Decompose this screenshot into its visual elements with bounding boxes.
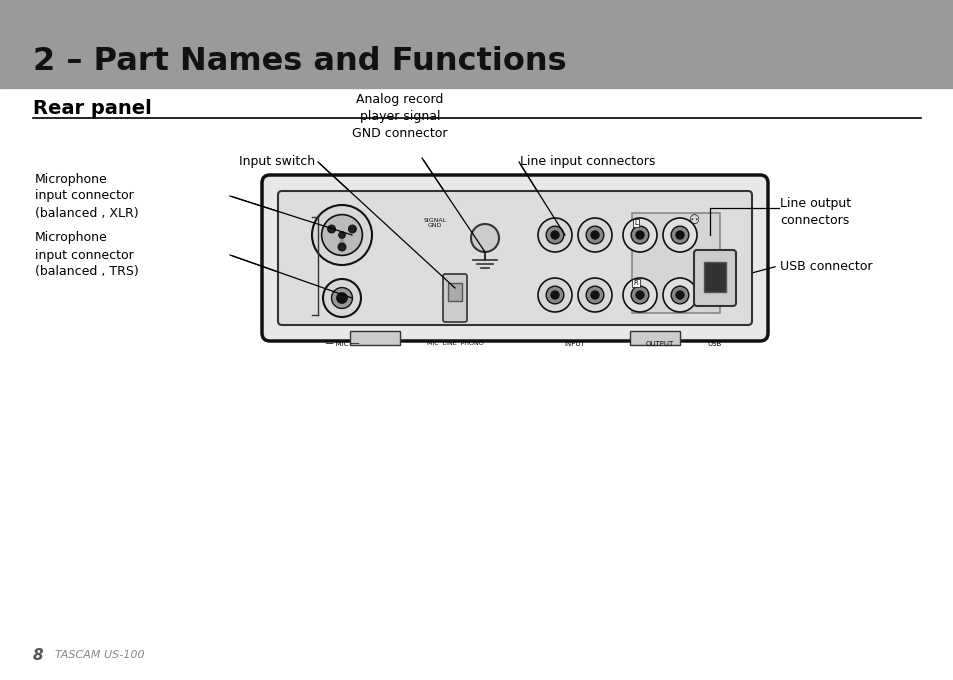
- Circle shape: [635, 231, 643, 239]
- Circle shape: [537, 218, 572, 252]
- Circle shape: [332, 288, 352, 309]
- Circle shape: [328, 225, 335, 233]
- Text: OUTPUT: OUTPUT: [645, 341, 674, 347]
- Text: USB: USB: [707, 341, 721, 347]
- Text: Line output
connectors: Line output connectors: [780, 197, 850, 227]
- Circle shape: [312, 205, 372, 265]
- Circle shape: [662, 278, 697, 312]
- Text: R: R: [633, 280, 638, 286]
- FancyBboxPatch shape: [277, 191, 751, 325]
- Circle shape: [471, 224, 498, 252]
- Circle shape: [631, 226, 648, 244]
- Wedge shape: [337, 235, 346, 247]
- Circle shape: [590, 231, 598, 239]
- Circle shape: [321, 215, 362, 256]
- Circle shape: [323, 279, 360, 317]
- Bar: [703, 262, 725, 292]
- Text: 8: 8: [33, 647, 44, 662]
- Text: USB connector: USB connector: [780, 260, 872, 273]
- Bar: [629, 331, 679, 345]
- Circle shape: [671, 226, 688, 244]
- Text: INPUT: INPUT: [564, 341, 585, 347]
- FancyBboxPatch shape: [262, 175, 767, 341]
- Circle shape: [662, 218, 697, 252]
- Text: Analog record
player signal
GND connector: Analog record player signal GND connecto…: [352, 93, 447, 140]
- Circle shape: [671, 286, 688, 304]
- Circle shape: [585, 286, 603, 304]
- Circle shape: [631, 286, 648, 304]
- FancyBboxPatch shape: [442, 274, 467, 322]
- Text: Input switch: Input switch: [238, 156, 314, 169]
- Text: Microphone
input connector
(balanced , TRS): Microphone input connector (balanced , T…: [35, 231, 138, 279]
- Text: ⚇: ⚇: [689, 214, 700, 228]
- Text: Microphone
input connector
(balanced , XLR): Microphone input connector (balanced , X…: [35, 173, 138, 220]
- Circle shape: [578, 218, 612, 252]
- Circle shape: [338, 232, 345, 238]
- Circle shape: [590, 291, 598, 299]
- Text: L: L: [634, 220, 638, 226]
- Bar: [631, 213, 720, 313]
- Circle shape: [545, 226, 563, 244]
- Circle shape: [622, 278, 657, 312]
- Circle shape: [675, 231, 683, 239]
- Text: SIGNAL
GND: SIGNAL GND: [423, 218, 446, 228]
- Circle shape: [336, 292, 347, 303]
- Circle shape: [622, 218, 657, 252]
- Text: 2 – Part Names and Functions: 2 – Part Names and Functions: [33, 46, 566, 78]
- Text: MIC  LINE  PHONO: MIC LINE PHONO: [426, 341, 483, 346]
- Bar: [350, 331, 399, 345]
- FancyBboxPatch shape: [693, 250, 735, 306]
- Circle shape: [578, 278, 612, 312]
- Circle shape: [635, 291, 643, 299]
- Circle shape: [550, 231, 558, 239]
- Bar: [448, 283, 461, 301]
- Text: TASCAM US-100: TASCAM US-100: [55, 650, 145, 660]
- Bar: [0, 0, 953, 88]
- Circle shape: [545, 286, 563, 304]
- Circle shape: [537, 278, 572, 312]
- Circle shape: [585, 226, 603, 244]
- Circle shape: [675, 291, 683, 299]
- Text: Line input connectors: Line input connectors: [519, 156, 655, 169]
- Circle shape: [348, 225, 355, 233]
- Text: Rear panel: Rear panel: [33, 99, 152, 118]
- Circle shape: [337, 243, 346, 251]
- Text: ── MIC ──: ── MIC ──: [325, 341, 358, 347]
- Circle shape: [550, 291, 558, 299]
